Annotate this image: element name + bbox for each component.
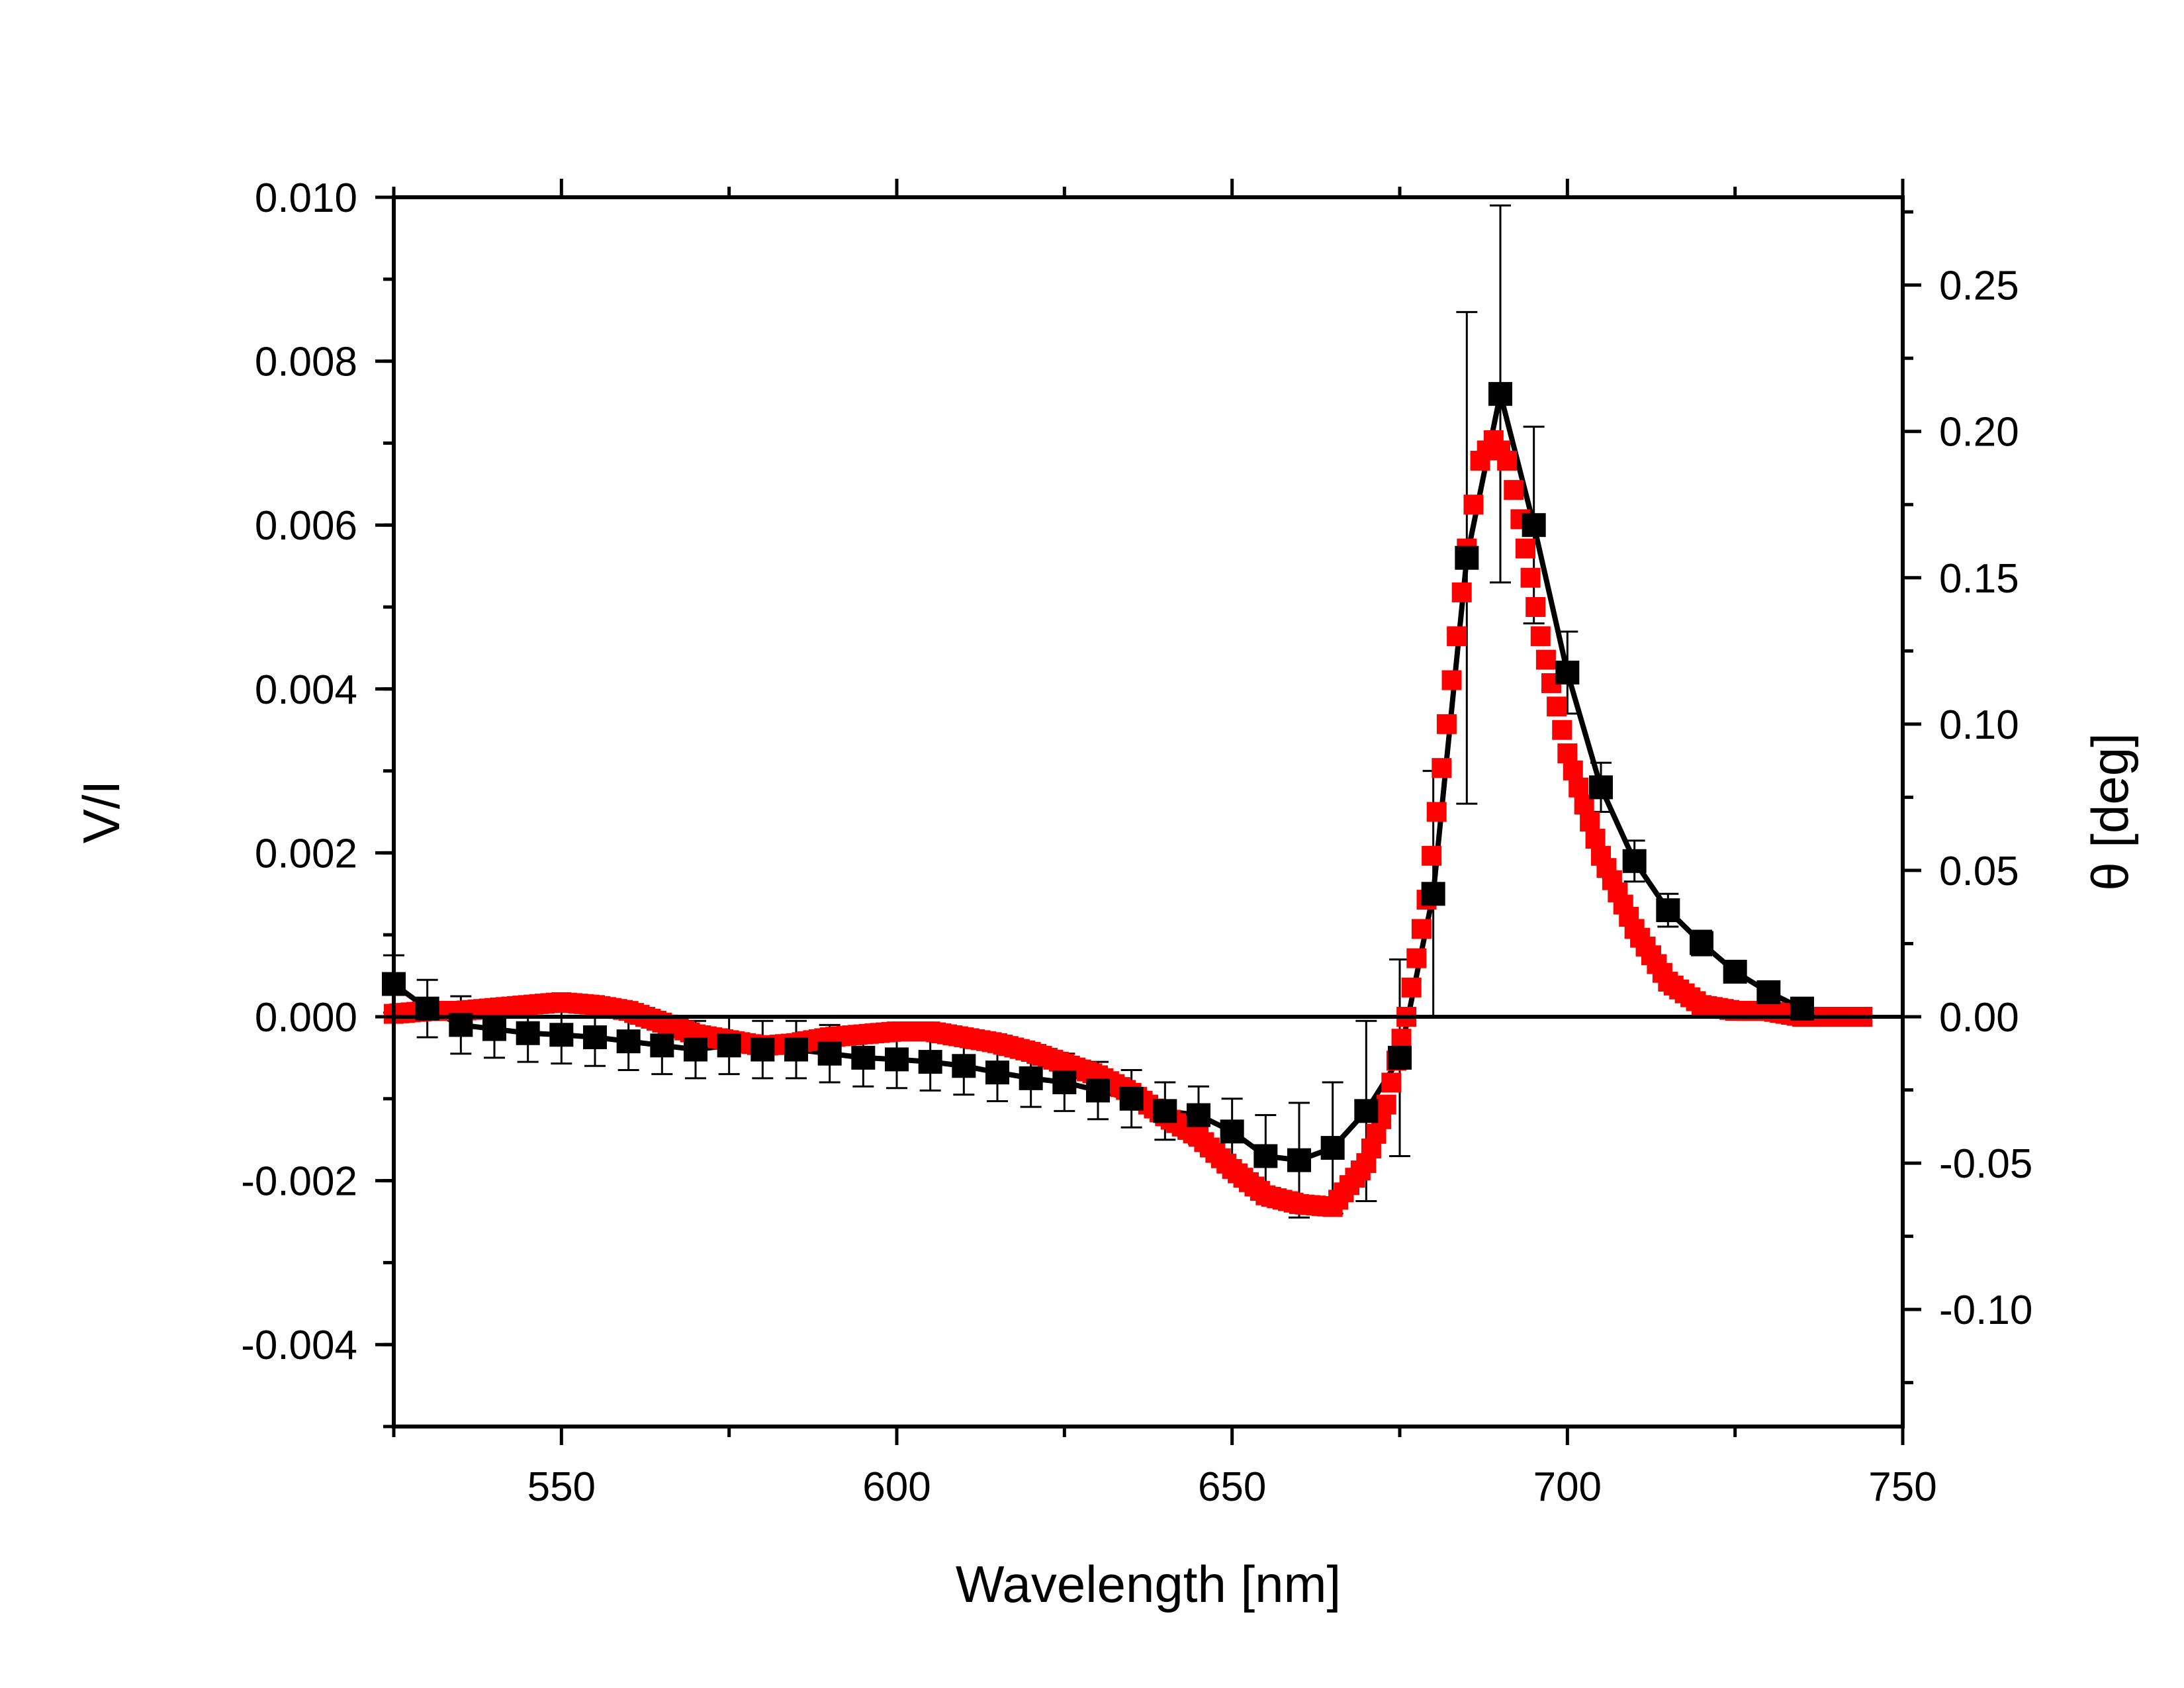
red-point — [1422, 845, 1442, 866]
x-tick-label: 750 — [1868, 1464, 1936, 1510]
red-point — [1376, 1094, 1396, 1115]
black-point — [817, 1041, 842, 1066]
y2-tick-label: 0.10 — [1939, 702, 2019, 748]
x-tick-label: 600 — [862, 1464, 931, 1510]
black-point — [918, 1050, 942, 1074]
black-point — [1555, 661, 1580, 685]
red-point — [1463, 494, 1484, 515]
red-point — [1535, 649, 1556, 670]
red-point — [1557, 743, 1578, 764]
y2-tick-label: 0.00 — [1939, 995, 2019, 1041]
y2-tick-label: -0.10 — [1939, 1288, 2032, 1333]
y2-tick-label: 0.20 — [1939, 410, 2019, 455]
red-point — [1426, 802, 1447, 822]
red-point — [1447, 626, 1467, 647]
y2-tick-label: 0.05 — [1939, 849, 2019, 894]
black-point — [1052, 1070, 1077, 1095]
red-point — [1406, 948, 1427, 968]
y2-axis-title: θ [deg] — [2081, 733, 2139, 891]
black-point — [751, 1037, 775, 1062]
black-point — [851, 1045, 876, 1070]
red-point — [1432, 758, 1452, 778]
y-tick-label: -0.002 — [241, 1159, 357, 1205]
y-tick-label: 0.000 — [255, 995, 357, 1041]
black-point — [1220, 1119, 1244, 1144]
black-point — [1690, 931, 1713, 955]
black-point — [1656, 898, 1680, 923]
black-point — [1119, 1086, 1144, 1111]
red-point — [1580, 812, 1600, 832]
tick-labels: 550 600 650 700 750 -0.004 -0.002 0.000 0.002 0.0… — [241, 175, 2032, 1510]
red-point — [1552, 720, 1572, 740]
red-point — [1516, 538, 1535, 559]
black-point — [952, 1054, 976, 1078]
black-point — [549, 1023, 574, 1047]
y-tick-label: 0.004 — [255, 667, 357, 713]
y-axis-title: V/I — [72, 780, 130, 843]
x-axis-title: Wavelength [nm] — [956, 1555, 1341, 1613]
x-tick-label: 700 — [1533, 1464, 1602, 1510]
ticks — [375, 179, 1921, 1445]
y2-tick-label: -0.05 — [1939, 1141, 2032, 1187]
red-point — [1530, 626, 1551, 647]
red-point — [1391, 1029, 1412, 1049]
red-point — [1547, 696, 1567, 717]
black-point — [1455, 545, 1479, 570]
y-tick-label: 0.010 — [255, 175, 357, 221]
black-point — [885, 1047, 909, 1072]
red-point — [1441, 670, 1462, 690]
black-point — [1723, 959, 1747, 984]
black-point — [1187, 1103, 1210, 1127]
black-point — [482, 1017, 506, 1041]
black-point — [1522, 513, 1546, 538]
black-point — [1354, 1099, 1379, 1123]
black-point — [1589, 775, 1613, 800]
plot-frame — [392, 195, 1905, 1429]
black-point — [1421, 882, 1445, 906]
red-point — [1569, 777, 1589, 798]
black-point — [516, 1021, 540, 1045]
black-point — [616, 1029, 641, 1054]
red-point — [1525, 597, 1546, 617]
red-point — [1436, 714, 1457, 734]
black-point — [1622, 849, 1647, 873]
black-point — [1388, 1045, 1412, 1070]
x-tick-label: 650 — [1198, 1464, 1266, 1510]
black-point — [684, 1037, 707, 1062]
black-point — [1488, 382, 1512, 406]
y2-tick-label: 0.15 — [1939, 556, 2019, 602]
black-point — [784, 1037, 808, 1062]
red-point — [1520, 567, 1541, 588]
y-tick-label: 0.002 — [255, 831, 357, 876]
black-point — [1086, 1078, 1110, 1103]
black-point — [985, 1060, 1009, 1085]
black-point — [1287, 1148, 1311, 1172]
red-point — [1585, 829, 1606, 849]
black-point — [1019, 1066, 1043, 1090]
red-point — [1401, 977, 1422, 998]
red-point — [1497, 450, 1518, 471]
black-point — [1756, 980, 1781, 1004]
x-tick-label: 550 — [527, 1464, 596, 1510]
red-point — [1504, 480, 1524, 500]
black-point — [1253, 1144, 1278, 1168]
y-tick-label: 0.008 — [255, 340, 357, 385]
red-point — [1411, 919, 1432, 939]
y-tick-label: -0.004 — [241, 1323, 357, 1368]
black-point — [1320, 1136, 1345, 1160]
black-point — [650, 1033, 674, 1058]
markers — [382, 382, 1873, 1217]
y2-tick-label: 0.25 — [1939, 263, 2019, 309]
black-point — [1153, 1099, 1177, 1123]
red-point — [1563, 760, 1583, 780]
black-point — [583, 1025, 607, 1049]
red-point — [1381, 1072, 1402, 1093]
red-point — [1451, 582, 1472, 602]
y-tick-label: 0.006 — [255, 503, 357, 549]
black-point — [717, 1033, 741, 1058]
